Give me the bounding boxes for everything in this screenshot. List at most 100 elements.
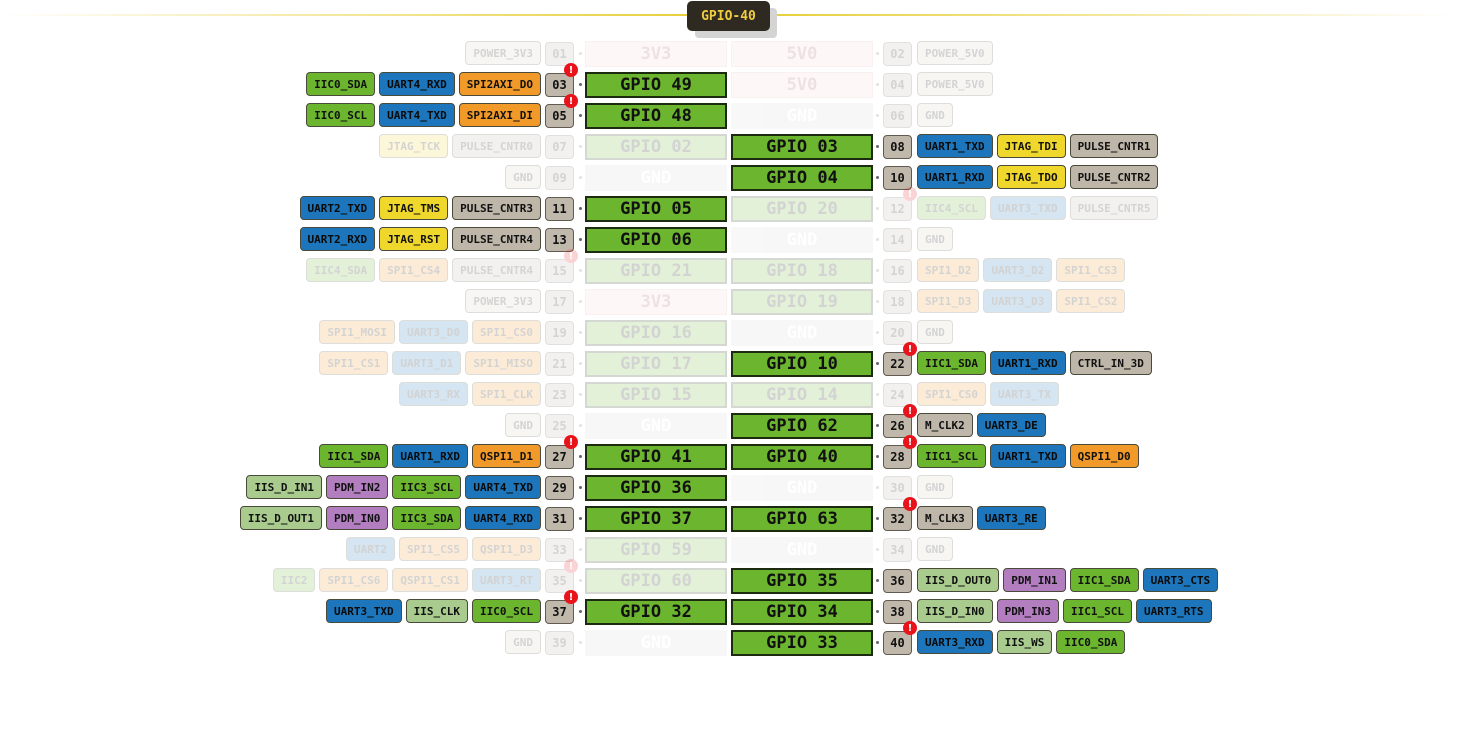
function-badge[interactable]: PULSE_CNTR1 [1069, 134, 1159, 158]
function-badge[interactable]: IIS_D_IN1 [246, 475, 323, 499]
gpio-pin[interactable]: GPIO 10 [731, 351, 873, 377]
function-badge[interactable]: IIC4_SCL [917, 196, 986, 220]
function-badge[interactable]: UART3_TXD [989, 196, 1066, 220]
pin-number[interactable]: 37 [545, 600, 574, 624]
function-badge[interactable]: UART3_TXD [326, 599, 402, 623]
function-badge[interactable]: UART1_TXD [917, 134, 993, 158]
function-badge[interactable]: UART1_TXD [989, 444, 1066, 468]
pin-number[interactable]: 33 [545, 538, 574, 562]
function-badge[interactable]: SPI1_CS0 [917, 382, 986, 406]
pin-number[interactable]: 17 [545, 290, 574, 314]
gpio-pin[interactable]: GPIO 48 [585, 103, 727, 129]
function-badge[interactable]: UART1_RXD [989, 351, 1066, 375]
function-badge[interactable]: IIC1_SDA [917, 351, 986, 375]
pin-number[interactable]: 26 [883, 414, 912, 438]
pin-number[interactable]: 16 [883, 259, 912, 283]
pin-number[interactable]: 11 [545, 197, 574, 221]
function-badge[interactable]: IIC2 [272, 568, 316, 592]
function-badge[interactable]: QSPI1_CS1 [392, 568, 469, 592]
function-badge[interactable]: UART3_RT [472, 568, 541, 592]
function-badge[interactable]: SPI1_D2 [917, 258, 980, 282]
function-badge[interactable]: IIC1_SDA [319, 444, 389, 468]
function-badge[interactable]: UART3_D0 [399, 320, 469, 344]
gpio-pin[interactable]: GPIO 49 [585, 72, 727, 98]
gpio-pin[interactable]: GPIO 14 [731, 382, 873, 408]
function-badge[interactable]: UART3_TX [989, 382, 1059, 406]
power-pin[interactable]: 3V3 [585, 41, 727, 67]
function-badge[interactable]: JTAG_TMS [379, 196, 449, 220]
gnd-pin[interactable]: GND [731, 537, 873, 563]
function-badge[interactable]: PULSE_CNTR3 [452, 196, 541, 220]
pin-number[interactable]: 20 [883, 321, 912, 345]
pin-number[interactable]: 14 [883, 228, 912, 252]
function-badge[interactable]: UART2_RXD [299, 227, 376, 251]
function-badge[interactable]: UART2 [345, 537, 396, 561]
function-badge[interactable]: PDM_IN3 [996, 599, 1059, 623]
gnd-pin[interactable]: GND [731, 320, 873, 346]
pin-number[interactable]: 36 [883, 569, 912, 593]
function-badge[interactable]: IIC3_SCL [392, 475, 462, 499]
pin-number[interactable]: 07 [545, 135, 574, 159]
function-badge[interactable]: POWER_3V3 [465, 41, 541, 65]
function-badge[interactable]: JTAG_TCK [379, 134, 449, 158]
pin-number[interactable]: 24 [883, 383, 912, 407]
gpio-pin[interactable]: GPIO 59 [585, 537, 727, 563]
gpio-pin[interactable]: GPIO 05 [585, 196, 727, 222]
function-badge[interactable]: IIS_D_OUT1 [239, 506, 323, 530]
pin-number[interactable]: 21 [545, 352, 574, 376]
function-badge[interactable]: PULSE_CNTR0 [452, 134, 541, 158]
function-badge[interactable]: QSPI1_D1 [472, 444, 541, 468]
pin-number[interactable]: 13 [545, 228, 574, 252]
gpio-pin[interactable]: GPIO 36 [585, 475, 727, 501]
pin-number[interactable]: 15 [545, 259, 574, 283]
function-badge[interactable]: GND [505, 630, 541, 654]
gpio-pin[interactable]: GPIO 20 [731, 196, 873, 222]
gpio-pin[interactable]: GPIO 34 [731, 599, 873, 625]
function-badge[interactable]: UART2_TXD [299, 196, 376, 220]
function-badge[interactable]: PDM_IN2 [326, 475, 389, 499]
function-badge[interactable]: UART3_D1 [392, 351, 462, 375]
function-badge[interactable]: IIS_CLK [405, 599, 469, 623]
function-badge[interactable]: IIS_D_IN0 [917, 599, 993, 623]
pin-number[interactable]: 04 [883, 73, 912, 97]
power-pin[interactable]: 5V0 [731, 72, 873, 98]
pin-number[interactable]: 19 [545, 321, 574, 345]
pin-number[interactable]: 23 [545, 383, 574, 407]
gpio-pin[interactable]: GPIO 06 [585, 227, 727, 253]
function-badge[interactable]: SPI2AXI_DI [458, 103, 541, 127]
function-badge[interactable]: SPI1_CS0 [472, 320, 541, 344]
gpio-pin[interactable]: GPIO 15 [585, 382, 727, 408]
gpio-pin[interactable]: GPIO 63 [731, 506, 873, 532]
function-badge[interactable]: GND [917, 227, 953, 251]
gpio-pin[interactable]: GPIO 35 [731, 568, 873, 594]
function-badge[interactable]: IIC4_SDA [306, 258, 376, 282]
gpio-pin[interactable]: GPIO 21 [585, 258, 727, 284]
gpio-pin[interactable]: GPIO 19 [731, 289, 873, 315]
function-badge[interactable]: UART3_DE [976, 413, 1046, 437]
function-badge[interactable]: PDM_IN0 [326, 506, 389, 530]
gpio-pin[interactable]: GPIO 16 [585, 320, 727, 346]
function-badge[interactable]: IIC1_SDA [1069, 568, 1139, 592]
function-badge[interactable]: UART4_TXD [465, 475, 541, 499]
function-badge[interactable]: SPI1_CLK [472, 382, 541, 406]
function-badge[interactable]: SPI1_CS5 [399, 537, 469, 561]
pin-number[interactable]: 09 [545, 166, 574, 190]
function-badge[interactable]: UART4_RXD [379, 72, 455, 96]
pin-number[interactable]: 30 [883, 476, 912, 500]
gnd-pin[interactable]: GND [585, 413, 727, 439]
pin-number[interactable]: 05 [545, 104, 574, 128]
function-badge[interactable]: POWER_5V0 [917, 41, 993, 65]
function-badge[interactable]: GND [505, 413, 541, 437]
pin-number[interactable]: 39 [545, 631, 574, 655]
gpio-pin[interactable]: GPIO 33 [731, 630, 873, 656]
gpio-pin[interactable]: GPIO 02 [585, 134, 727, 160]
function-badge[interactable]: IIC0_SDA [1056, 630, 1126, 654]
function-badge[interactable]: IIS_D_OUT0 [917, 568, 1000, 592]
function-badge[interactable]: IIS_WS [996, 630, 1053, 654]
function-badge[interactable]: POWER_3V3 [465, 289, 541, 313]
function-badge[interactable]: IIC0_SCL [472, 599, 541, 623]
gpio-pin[interactable]: GPIO 41 [585, 444, 727, 470]
function-badge[interactable]: PULSE_CNTR4 [452, 258, 541, 282]
gpio-pin[interactable]: GPIO 37 [585, 506, 727, 532]
pin-number[interactable]: 08 [883, 135, 912, 159]
